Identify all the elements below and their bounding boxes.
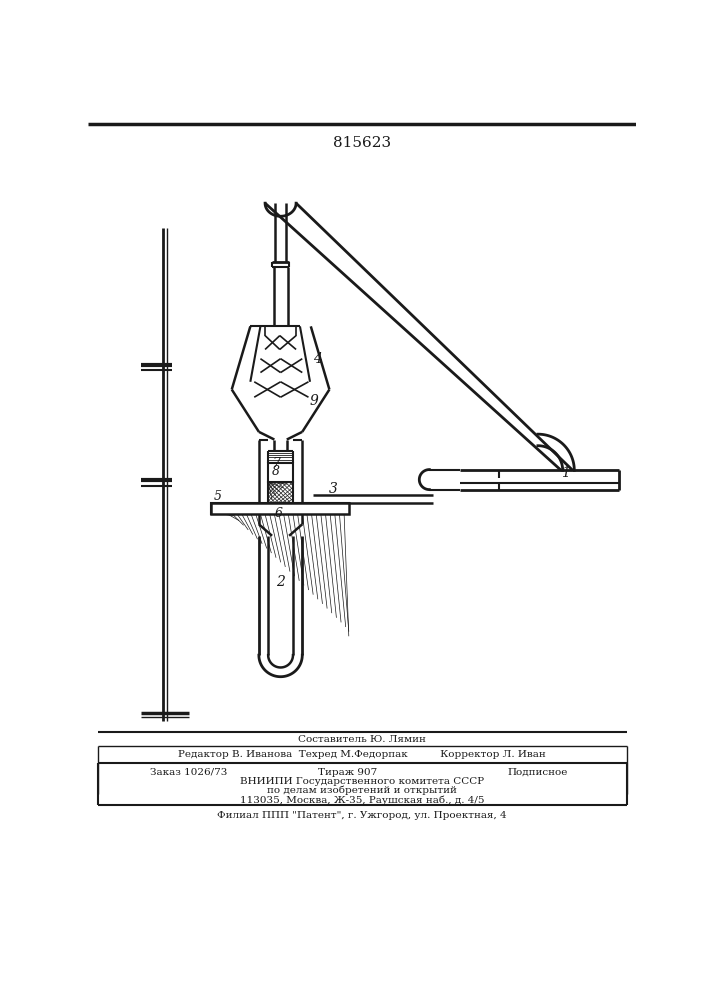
Text: 2: 2 bbox=[276, 575, 285, 589]
Text: 3: 3 bbox=[329, 482, 337, 496]
Text: по делам изобретений и открытий: по делам изобретений и открытий bbox=[267, 786, 457, 795]
Text: 1: 1 bbox=[561, 466, 570, 480]
Text: 9: 9 bbox=[309, 394, 318, 408]
Text: ВНИИПИ Государственного комитета СССР: ВНИИПИ Государственного комитета СССР bbox=[240, 777, 484, 786]
Text: 5: 5 bbox=[214, 490, 222, 503]
Bar bbox=[211, 503, 349, 514]
Text: Составитель Ю. Лямин: Составитель Ю. Лямин bbox=[298, 735, 426, 744]
Text: 6: 6 bbox=[274, 507, 282, 520]
Text: 4: 4 bbox=[313, 352, 322, 366]
Text: 8: 8 bbox=[272, 465, 280, 478]
Text: Филиал ППП "Патент", г. Ужгород, ул. Проектная, 4: Филиал ППП "Патент", г. Ужгород, ул. Про… bbox=[217, 811, 507, 820]
Text: 815623: 815623 bbox=[333, 136, 391, 150]
Text: 113035, Москва, Ж-35, Раушская наб., д. 4/5: 113035, Москва, Ж-35, Раушская наб., д. … bbox=[240, 795, 484, 805]
Text: Тираж 907: Тираж 907 bbox=[318, 768, 378, 777]
Bar bbox=[268, 482, 293, 503]
Text: Подписное: Подписное bbox=[508, 768, 568, 777]
Bar bbox=[211, 503, 349, 514]
Bar bbox=[268, 463, 293, 482]
Text: Редактор В. Иванова  Техред М.Федорпак          Корректор Л. Иван: Редактор В. Иванова Техред М.Федорпак Ко… bbox=[178, 750, 546, 759]
Text: Заказ 1026/73: Заказ 1026/73 bbox=[151, 768, 228, 777]
Text: 7: 7 bbox=[272, 457, 280, 470]
